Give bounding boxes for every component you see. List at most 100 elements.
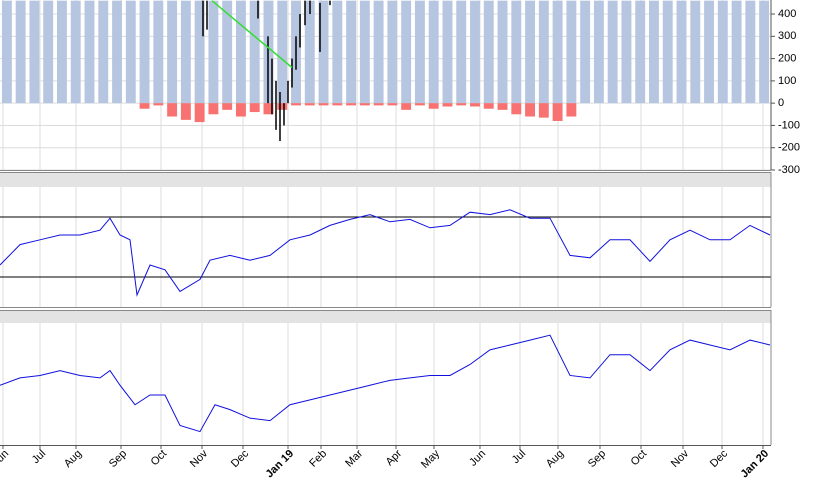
x-tick-label: Oct	[149, 448, 170, 469]
bar	[511, 0, 522, 104]
bar	[180, 103, 191, 120]
bar	[346, 103, 357, 106]
y-tick-label: 400	[778, 8, 796, 20]
bar	[470, 0, 480, 104]
bar	[401, 103, 412, 110]
bar	[538, 0, 549, 104]
bar	[456, 0, 467, 104]
bar	[607, 0, 618, 104]
bar	[525, 103, 536, 117]
indicator-panel	[0, 187, 771, 307]
bar	[125, 0, 136, 104]
bar	[456, 103, 467, 106]
x-tick-label: Oct	[629, 448, 650, 469]
x-tick-label: Sep	[586, 448, 608, 470]
bar	[717, 0, 728, 104]
y-tick-label: 0	[778, 97, 784, 109]
bar	[277, 103, 288, 110]
bar	[745, 0, 756, 104]
bar	[180, 0, 191, 104]
bar	[263, 103, 274, 115]
trend-line	[211, 0, 293, 69]
bar	[167, 0, 178, 104]
bar	[84, 0, 95, 104]
bar	[332, 103, 343, 106]
panel-header	[0, 310, 771, 323]
x-tick-label: Nov	[669, 447, 692, 470]
bar	[167, 103, 178, 117]
x-tick-label: Aug	[544, 448, 566, 470]
bar	[387, 0, 398, 104]
bar	[511, 103, 522, 115]
x-tick-label: Aug	[62, 448, 84, 470]
bar	[538, 103, 549, 118]
panel-header	[0, 172, 771, 187]
bar	[483, 103, 494, 109]
bar	[277, 0, 288, 104]
x-tick-label: Dec	[708, 447, 731, 470]
bar	[194, 0, 205, 104]
bar	[525, 0, 536, 104]
bar	[153, 103, 164, 106]
bar	[222, 0, 233, 104]
bar	[662, 0, 673, 104]
bar	[249, 103, 260, 113]
bar	[566, 0, 577, 104]
bar	[649, 0, 659, 104]
price-panel	[0, 0, 771, 170]
bar	[676, 0, 687, 104]
bar	[359, 103, 370, 106]
indicator-line	[0, 334, 771, 433]
bar	[194, 103, 205, 123]
bar	[29, 0, 40, 104]
bar	[208, 0, 219, 104]
x-tick-label: Sep	[107, 448, 129, 470]
bar	[552, 103, 563, 121]
indicator-line	[0, 209, 771, 297]
x-tick-label: Mar	[343, 447, 365, 469]
bar	[235, 0, 246, 104]
bar	[731, 0, 742, 104]
bar	[249, 0, 260, 104]
bar	[139, 0, 150, 104]
bar	[442, 0, 453, 104]
x-tick-label: Jul	[30, 448, 48, 466]
bar	[621, 0, 632, 104]
x-tick-label: Feb	[307, 448, 329, 470]
y-tick-label: 200	[778, 53, 796, 65]
bar	[139, 103, 150, 109]
bar	[497, 103, 508, 110]
y-tick-label: -200	[778, 142, 800, 154]
x-tick-label: Jul	[510, 448, 528, 466]
bar	[346, 0, 357, 104]
bar	[566, 103, 577, 117]
bar	[1, 0, 12, 104]
bar	[291, 103, 301, 106]
y-tick-label: 300	[778, 30, 796, 42]
x-tick-label: un	[0, 448, 11, 465]
bar	[318, 0, 329, 104]
bar	[414, 0, 425, 104]
x-tick-label: Jan 19	[263, 448, 296, 481]
bar	[235, 103, 246, 117]
x-tick-label: Jun	[467, 448, 488, 469]
bar	[401, 0, 412, 104]
bar	[359, 0, 370, 104]
bar	[690, 0, 701, 104]
bar	[112, 0, 122, 104]
bar	[470, 103, 480, 107]
bar	[635, 0, 646, 104]
bar	[222, 103, 233, 110]
bar	[442, 103, 453, 107]
bar	[304, 0, 315, 104]
bar	[497, 0, 508, 104]
y-tick-label: 100	[778, 75, 796, 87]
bar	[428, 0, 439, 104]
bar	[483, 0, 494, 104]
x-tick-label: Jan 20	[738, 448, 771, 481]
y-tick-label: -100	[778, 119, 800, 131]
bar	[552, 0, 563, 104]
x-tick-label: May	[419, 447, 443, 471]
bar	[15, 0, 26, 104]
